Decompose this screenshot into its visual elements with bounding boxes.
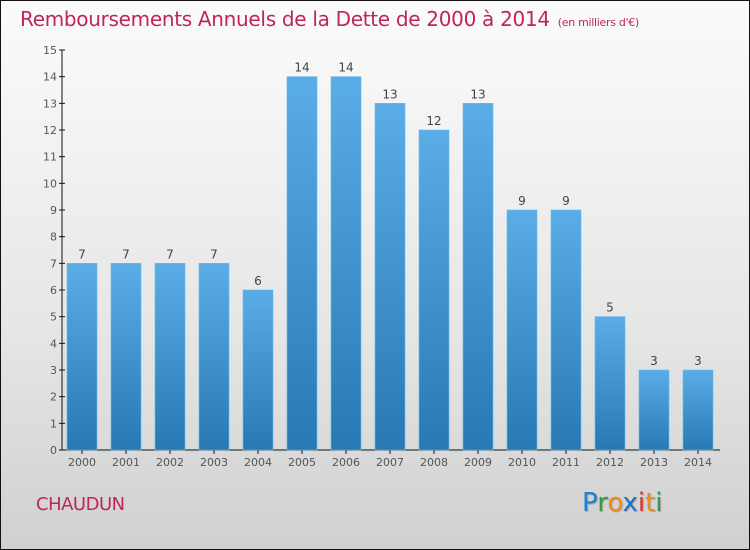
y-tick-label: 13 <box>43 97 57 110</box>
logo-letter: i <box>637 488 646 518</box>
logo-letter: P <box>582 488 598 518</box>
bar-2009 <box>462 103 494 451</box>
x-tick-label: 2001 <box>112 456 140 469</box>
y-tick-label: 11 <box>43 151 57 164</box>
logo-letter: r <box>597 488 608 518</box>
x-tick-label: 2006 <box>332 456 360 469</box>
bar-2003 <box>198 263 230 451</box>
logo-letter: o <box>607 488 623 518</box>
data-label: 14 <box>338 61 353 75</box>
y-tick-label: 1 <box>50 417 57 430</box>
bar-2002 <box>154 263 186 451</box>
y-tick-label: 14 <box>43 71 57 84</box>
data-label: 3 <box>650 354 658 368</box>
y-tick-label: 0 <box>50 444 57 457</box>
x-tick-label: 2014 <box>684 456 712 469</box>
chart-title: Remboursements Annuels de la Dette de 20… <box>20 7 639 31</box>
bar-2011 <box>550 209 582 451</box>
y-tick-label: 8 <box>50 231 57 244</box>
x-tick-label: 2003 <box>200 456 228 469</box>
data-label: 9 <box>518 194 526 208</box>
x-tick-label: 2010 <box>508 456 536 469</box>
y-tick-label: 10 <box>43 177 57 190</box>
y-tick-label: 6 <box>50 284 57 297</box>
data-label: 7 <box>78 247 86 261</box>
y-tick-label: 5 <box>50 311 57 324</box>
bar-2005 <box>286 76 318 451</box>
bar-2012 <box>594 316 626 451</box>
y-tick-label: 9 <box>50 204 57 217</box>
x-tick-label: 2004 <box>244 456 272 469</box>
logo-letter: t <box>645 488 656 518</box>
data-label: 9 <box>562 194 570 208</box>
data-label: 14 <box>294 61 309 75</box>
bar-2013 <box>638 369 670 451</box>
commune-name: CHAUDUN <box>36 494 125 515</box>
bar-2008 <box>418 129 450 451</box>
chart-unit: (en milliers d'€) <box>557 16 639 29</box>
data-label: 6 <box>254 274 262 288</box>
data-label: 13 <box>382 87 397 101</box>
y-tick-label: 7 <box>50 257 57 270</box>
data-label: 5 <box>606 301 614 315</box>
chart-title-text: Remboursements Annuels de la Dette de 20… <box>20 7 550 31</box>
y-tick-label: 4 <box>50 337 57 350</box>
bar-2007 <box>374 103 406 451</box>
logo-letter: i <box>655 488 663 518</box>
x-tick-label: 2011 <box>552 456 580 469</box>
data-label: 3 <box>694 354 702 368</box>
data-label: 7 <box>122 247 130 261</box>
logo-letter: x <box>622 488 638 518</box>
x-tick-label: 2002 <box>156 456 184 469</box>
data-label: 12 <box>426 114 441 128</box>
bar-2010 <box>506 209 538 451</box>
x-tick-label: 2009 <box>464 456 492 469</box>
x-tick-label: 2005 <box>288 456 316 469</box>
data-label: 13 <box>470 87 485 101</box>
x-tick-label: 2000 <box>68 456 96 469</box>
y-tick-label: 2 <box>50 391 57 404</box>
bar-2001 <box>110 263 142 451</box>
bar-2000 <box>66 263 98 451</box>
bar-2006 <box>330 76 362 451</box>
data-label: 7 <box>166 247 174 261</box>
data-label: 7 <box>210 247 218 261</box>
bar-2004 <box>242 289 274 451</box>
bar-2014 <box>682 369 714 451</box>
x-tick-label: 2007 <box>376 456 404 469</box>
y-tick-label: 15 <box>43 44 57 57</box>
y-tick-label: 12 <box>43 124 57 137</box>
x-tick-label: 2012 <box>596 456 624 469</box>
y-tick-label: 3 <box>50 364 57 377</box>
proxiti-logo[interactable]: Proxiti <box>582 488 663 518</box>
x-tick-label: 2008 <box>420 456 448 469</box>
x-tick-label: 2013 <box>640 456 668 469</box>
